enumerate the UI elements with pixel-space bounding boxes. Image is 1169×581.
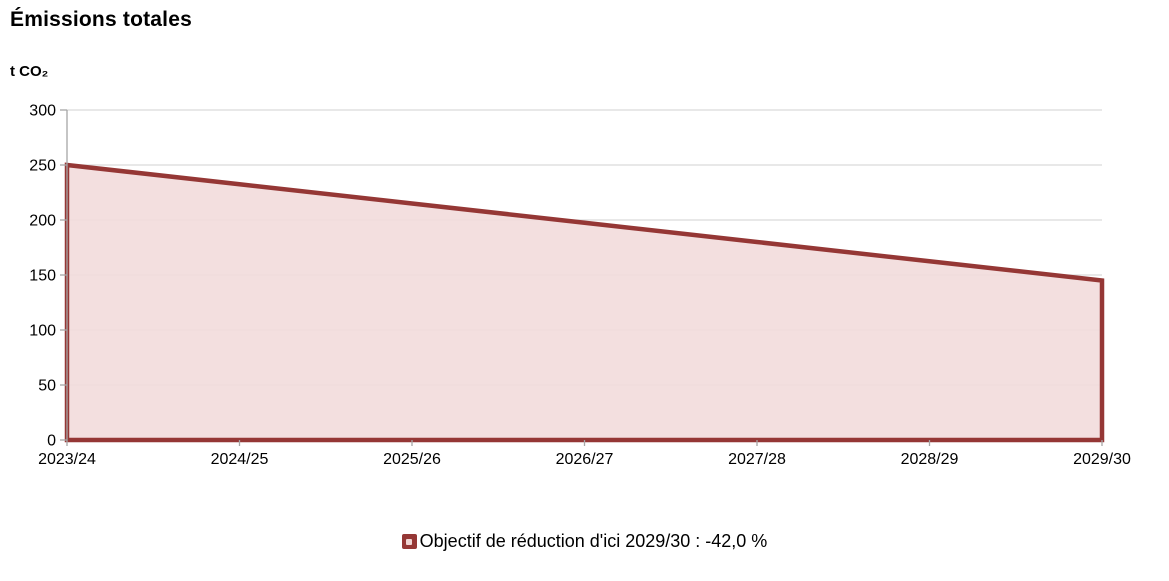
x-tick-label: 2024/25: [211, 451, 269, 468]
area-series-fill: [67, 165, 1102, 440]
y-tick-label: 50: [38, 378, 56, 395]
x-tick-label: 2026/27: [556, 451, 614, 468]
area-series-legend-marker-icon: [401, 534, 417, 549]
chart-title: Émissions totales: [10, 8, 192, 31]
x-tick-label: 2028/29: [901, 451, 959, 468]
y-tick-label: 150: [29, 268, 56, 285]
legend-marker-inner-square: [406, 538, 413, 545]
x-tick-label: 2029/30: [1073, 451, 1131, 468]
y-axis-unit-label: t CO₂: [10, 63, 49, 80]
emissions-area-chart: 0 50 100 150 200 250 300 2023/24 2024/25 2025/26 2…: [29, 103, 1131, 469]
x-tick-label: 2027/28: [728, 451, 786, 468]
legend-label: Objectif de réduction d'ici 2029/30 : -4…: [419, 531, 768, 551]
x-tick-label: 2025/26: [383, 451, 441, 468]
y-tick-label: 200: [29, 213, 56, 230]
y-tick-label: 0: [47, 433, 56, 450]
x-tick-label: 2023/24: [38, 451, 96, 468]
y-tick-label: 300: [29, 103, 56, 120]
y-tick-label: 100: [29, 323, 56, 340]
chart-legend: Objectif de réduction d'ici 2029/30 : -4…: [0, 531, 1169, 552]
y-tick-label: 250: [29, 158, 56, 175]
